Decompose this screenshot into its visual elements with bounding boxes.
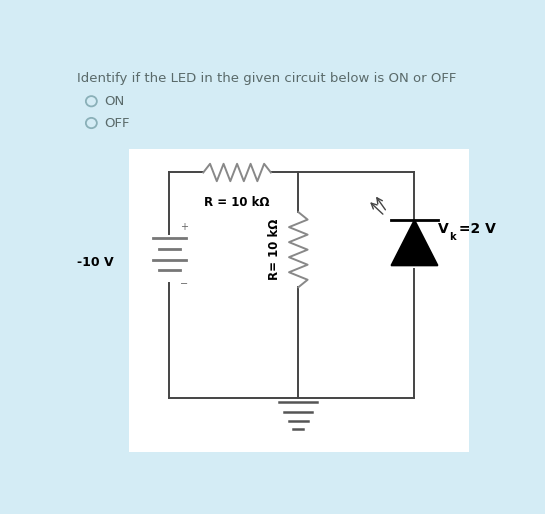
- Text: k: k: [450, 232, 456, 242]
- Text: =2 V: =2 V: [454, 222, 495, 236]
- Bar: [129, 149, 469, 451]
- Text: +: +: [180, 222, 188, 232]
- Text: OFF: OFF: [104, 117, 130, 130]
- Polygon shape: [391, 220, 438, 266]
- Text: V: V: [438, 222, 449, 236]
- Text: −: −: [180, 280, 188, 289]
- Text: R = 10 kΩ: R = 10 kΩ: [204, 196, 270, 209]
- Text: ON: ON: [104, 95, 124, 108]
- Text: Identify if the LED in the given circuit below is ON or OFF: Identify if the LED in the given circuit…: [76, 71, 456, 85]
- Text: -10 V: -10 V: [76, 256, 113, 269]
- Text: R= 10 kΩ: R= 10 kΩ: [269, 219, 281, 280]
